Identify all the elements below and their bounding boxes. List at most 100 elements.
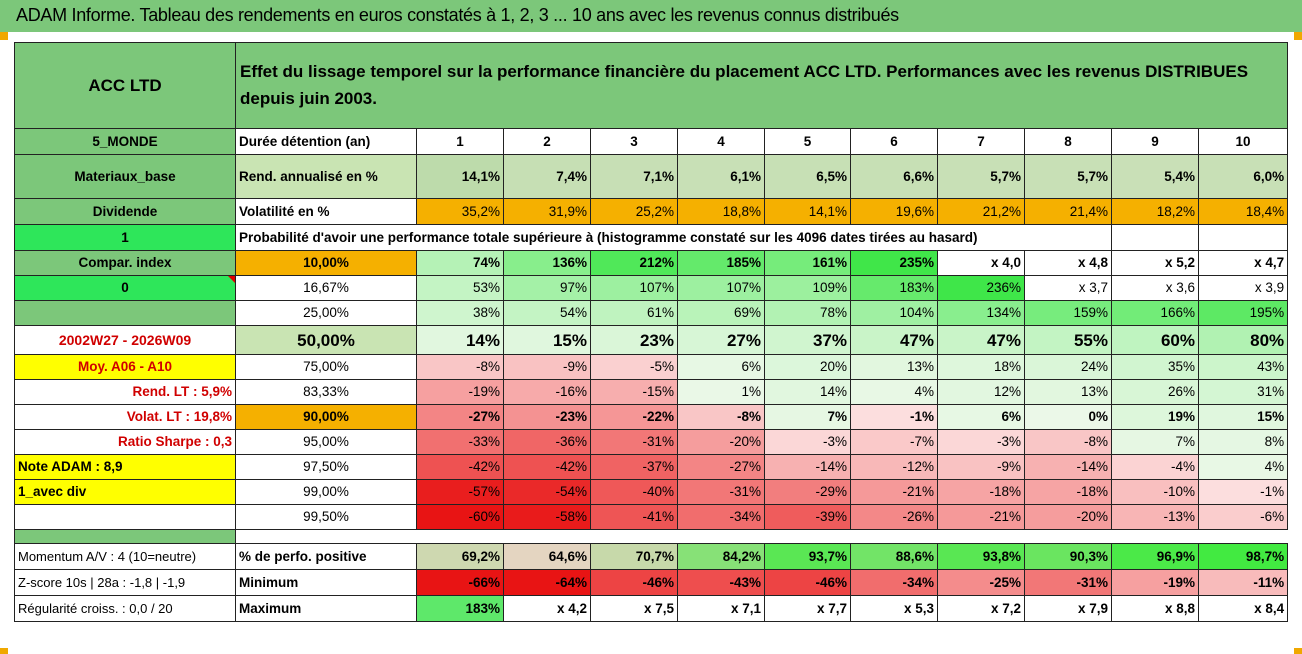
percentile-value: x 4,7 [1197,250,1289,276]
performance-grid: ACC LTD Effet du lissage temporel sur la… [14,42,1289,645]
percentile-value: -42% [503,454,591,480]
stats-value: 93,7% [764,543,851,570]
percentile-value: 159% [1024,300,1112,326]
side-label: 1 [14,224,236,251]
percentile-value: 104% [850,300,938,326]
percentile-value: 12% [937,379,1025,405]
side-label: 0 [14,275,236,301]
side-label [14,300,236,326]
percentile-value: 1% [677,379,765,405]
rend-value: 7,1% [590,154,678,199]
side-label: Ratio Sharpe : 0,3 [14,429,236,455]
percentile-value: -20% [677,429,765,455]
year-10: 10 [1197,128,1289,155]
stats-value: -11% [1197,569,1289,596]
percentile-value: -7% [850,429,938,455]
stats-value: -46% [590,569,678,596]
spacer-cell [236,530,1288,544]
volatility-value: 14,1% [764,198,851,225]
percentile-label: 99,00% [235,479,417,505]
percentile-value: 80% [1197,325,1289,355]
percentile-value: 161% [764,250,851,276]
percentile-label: 97,50% [235,454,417,480]
percentile-value: x 4,0 [937,250,1025,276]
side-label: Moy. A06 - A10 [14,354,236,380]
percentile-value: 35% [1111,354,1199,380]
stats-value: -25% [937,569,1025,596]
side-label: 5_MONDE [14,128,236,155]
percentile-label: 83,33% [235,379,417,405]
stats-value: -43% [677,569,765,596]
percentile-value: 24% [1024,354,1112,380]
year-6: 6 [850,128,938,155]
percentile-value: -60% [416,504,504,530]
percentile-value: -34% [677,504,765,530]
percentile-value: -18% [937,479,1025,505]
rend-value: 7,4% [503,154,591,199]
percentile-value: 134% [937,300,1025,326]
percentile-value: -1% [1197,479,1289,505]
percentile-label: 10,00% [235,250,417,276]
side-label: 2002W27 - 2026W09 [14,325,236,355]
percentile-value: x 4,8 [1024,250,1112,276]
volatility-value: 18,4% [1197,198,1289,225]
percentile-value: -1% [850,404,938,430]
percentile-value: -27% [416,404,504,430]
percentile-value: -26% [850,504,938,530]
corner-marker [1294,648,1302,654]
percentile-value: -21% [937,504,1025,530]
percentile-value: -39% [764,504,851,530]
percentile-value: 37% [764,325,851,355]
rend-value: 6,5% [764,154,851,199]
stats-value: -19% [1111,569,1199,596]
percentile-value: 8% [1197,429,1289,455]
percentile-value: -14% [1024,454,1112,480]
percentile-value: x 3,7 [1024,275,1112,301]
rend-value: 5,7% [1024,154,1112,199]
volatility-value: 19,6% [850,198,938,225]
percentile-value: -14% [764,454,851,480]
percentile-value: 74% [416,250,504,276]
percentile-label: 75,00% [235,354,417,380]
stats-value: 93,8% [937,543,1025,570]
year-9: 9 [1111,128,1199,155]
spacer-cell [14,529,236,544]
percentile-value: 54% [503,300,591,326]
percentile-value: -37% [590,454,678,480]
percentile-value: 13% [1024,379,1112,405]
side-label: Momentum A/V : 4 (10=neutre) [14,543,236,570]
percentile-value: 20% [764,354,851,380]
percentile-value: -54% [503,479,591,505]
year-4: 4 [677,128,765,155]
percentile-value: 47% [850,325,938,355]
percentile-value: 166% [1111,300,1199,326]
side-label: Note ADAM : 8,9 [14,454,236,480]
percentile-value: 43% [1197,354,1289,380]
percentile-value: -57% [416,479,504,505]
percentile-value: 236% [937,275,1025,301]
rend-value: 14,1% [416,154,504,199]
year-3: 3 [590,128,678,155]
stats-value: x 7,1 [677,595,765,622]
rend-value: 6,1% [677,154,765,199]
volatility-value: 35,2% [416,198,504,225]
stats-value: -64% [503,569,591,596]
percentile-label: 25,00% [235,300,417,326]
volatility-value: 18,2% [1111,198,1199,225]
year-2: 2 [503,128,591,155]
year-1: 1 [416,128,504,155]
stats-label: % de perfo. positive [235,543,417,570]
percentile-value: 109% [764,275,851,301]
percentile-value: 13% [850,354,938,380]
side-label: Rend. LT : 5,9% [14,379,236,405]
percentile-value: 15% [503,325,591,355]
percentile-value: -20% [1024,504,1112,530]
side-label: Compar. index [14,250,236,276]
percentile-label: 50,00% [235,325,417,355]
percentile-value: 18% [937,354,1025,380]
percentile-value: 107% [677,275,765,301]
percentile-value: -8% [677,404,765,430]
percentile-value: -9% [937,454,1025,480]
percentile-value: -13% [1111,504,1199,530]
